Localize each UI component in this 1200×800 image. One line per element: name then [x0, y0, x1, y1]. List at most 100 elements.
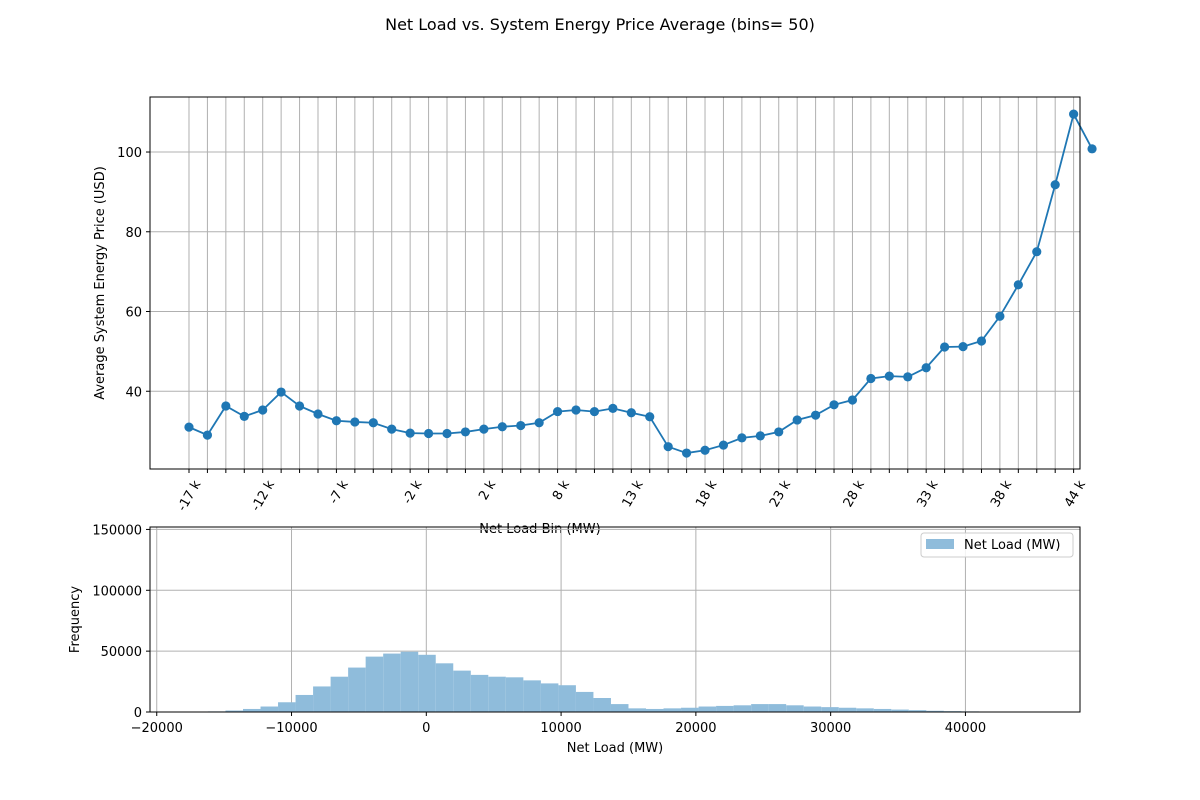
top-x-tick-label: 28 k: [841, 478, 868, 510]
bottom-y-tick-label: 150000: [92, 523, 142, 538]
data-point: [626, 408, 636, 418]
bottom-x-ticks: −20000 −10000 0 10000 20000 30000 40000: [131, 712, 986, 736]
data-point: [534, 418, 544, 428]
data-point: [884, 371, 894, 381]
top-x-tick-label: -2 k: [400, 478, 426, 507]
histogram-bar: [400, 651, 419, 712]
net-load-histogram: 0 50000 100000 150000 −20000 −10000 0 10000 200…: [68, 523, 1081, 756]
top-x-tick-label: -17 k: [175, 478, 205, 514]
legend-label: Net Load (MW): [964, 538, 1060, 553]
data-point: [866, 373, 876, 384]
histogram-bar: [505, 677, 524, 712]
histogram-bar: [698, 706, 717, 712]
top-x-tick-label: 8 k: [550, 478, 573, 503]
histogram-bar: [751, 704, 769, 712]
top-x-tick-label: 38 k: [988, 478, 1015, 510]
top-y-axis-label: Average System Energy Price (USD): [93, 166, 108, 400]
histogram-bar: [593, 698, 611, 712]
bottom-x-tick-label: 30000: [810, 721, 851, 736]
histogram-bar: [908, 710, 927, 712]
histogram-bar: [628, 708, 646, 712]
histogram-bar: [225, 710, 243, 712]
histogram-bar: [260, 706, 279, 712]
bottom-x-tick-label: −20000: [131, 721, 183, 736]
data-point: [1013, 280, 1023, 290]
histogram-bar: [786, 705, 804, 712]
data-point: [700, 445, 710, 455]
histogram-bar: [453, 670, 471, 712]
data-point: [331, 416, 342, 426]
data-point: [1069, 109, 1079, 119]
data-point: [202, 430, 213, 440]
data-point: [976, 336, 987, 346]
histogram-bar: [646, 708, 664, 712]
histogram-bar: [365, 656, 384, 712]
histogram-bar: [926, 710, 944, 712]
data-point: [645, 412, 655, 422]
histogram-bar: [418, 654, 436, 712]
histogram-legend: Net Load (MW): [920, 532, 1074, 558]
bottom-y-tick-label: 50000: [101, 645, 142, 660]
figure-title: Net Load vs. System Energy Price Average…: [385, 15, 815, 34]
data-point: [387, 424, 397, 434]
data-point: [829, 400, 839, 410]
legend-swatch: [926, 539, 954, 549]
data-point: [423, 428, 434, 439]
histogram-bar: [821, 707, 839, 712]
bottom-plot-frame: [149, 526, 1081, 713]
histogram-bar: [663, 708, 682, 712]
price-series-line: [188, 111, 1093, 454]
histogram-bar: [523, 680, 541, 712]
histogram-bar: [348, 667, 366, 712]
histogram-bar: [313, 686, 331, 712]
bottom-x-tick-label: 40000: [945, 721, 986, 736]
histogram-bar: [330, 676, 349, 712]
histogram-bar: [540, 683, 559, 712]
data-point: [1050, 180, 1060, 190]
histogram-bar: [243, 708, 261, 712]
histogram-bar: [873, 708, 892, 712]
price-line-chart: 40 60 80 100 -17 k -12 k -7 k -2 k 2 k 8 k 13 k 18…: [93, 96, 1097, 537]
bottom-x-tick-label: −10000: [265, 721, 317, 736]
top-y-tick-label: 80: [125, 226, 142, 241]
histogram-bar: [838, 707, 857, 712]
histogram-bar: [435, 663, 454, 712]
histogram-bar: [768, 704, 787, 712]
data-point: [847, 395, 858, 405]
top-x-tick-label: -7 k: [326, 478, 352, 507]
bottom-y-tick-label: 100000: [92, 584, 142, 599]
data-point: [497, 422, 507, 432]
data-point: [276, 387, 286, 397]
data-point: [571, 405, 581, 415]
data-point: [903, 372, 913, 382]
data-point: [921, 363, 931, 373]
histogram-bar: [610, 704, 629, 712]
top-x-tick-label: 23 k: [767, 478, 794, 510]
histogram-bar: [295, 694, 314, 712]
data-point: [552, 406, 563, 417]
data-point: [774, 427, 784, 437]
histogram-bar: [278, 702, 296, 712]
data-point: [258, 405, 268, 415]
histogram-bar: [856, 708, 874, 712]
bottom-x-tick-label: 10000: [540, 721, 581, 736]
bottom-y-tick-label: 0: [134, 706, 142, 721]
data-point: [479, 424, 489, 434]
bottom-x-tick-label: 20000: [675, 721, 716, 736]
top-x-tick-label: 18 k: [693, 478, 720, 510]
data-point: [294, 401, 305, 411]
top-x-ticks: -17 k -12 k -7 k -2 k 2 k 8 k 13 k 18 k 23 k 28 k…: [175, 469, 1089, 514]
data-point: [368, 418, 378, 428]
data-point: [221, 401, 231, 411]
histogram-bar: [733, 705, 752, 712]
histogram-bar: [891, 709, 909, 712]
histogram-bar: [681, 707, 699, 712]
histogram-bar: [716, 705, 734, 712]
data-point: [442, 428, 452, 439]
top-y-tick-label: 60: [125, 306, 142, 321]
top-x-tick-label: -12 k: [249, 478, 279, 514]
top-x-tick-label: 33 k: [914, 478, 941, 510]
data-point: [589, 406, 600, 417]
histogram-bar: [575, 691, 594, 712]
